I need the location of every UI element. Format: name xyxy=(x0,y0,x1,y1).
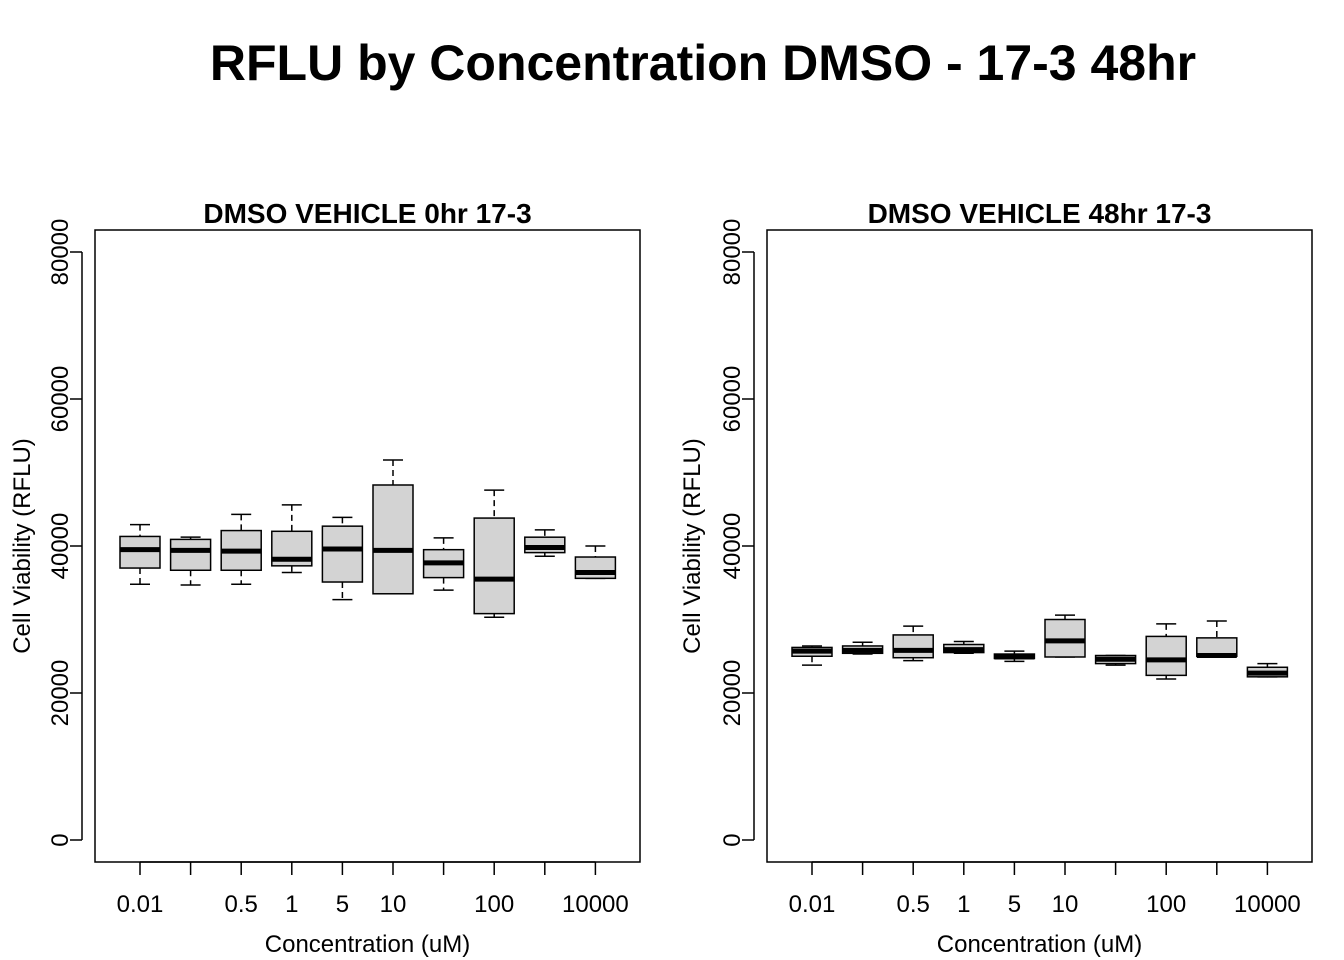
box-1000 xyxy=(524,529,566,558)
x-tick-label: 0.5 xyxy=(897,891,930,918)
box-10000 xyxy=(1246,662,1289,678)
x-tick-label: 10 xyxy=(1052,891,1079,918)
y-tick-label: 40000 xyxy=(719,513,746,580)
x-axis: 0.01 0.5 1 5 10 100 10000 xyxy=(117,861,629,918)
panel-title: DMSO VEHICLE 48hr 17-3 xyxy=(868,198,1212,229)
x-axis-label: Concentration (uM) xyxy=(265,931,470,958)
panel-title: DMSO VEHICLE 0hr 17-3 xyxy=(203,198,531,229)
x-tick-label: 100 xyxy=(1146,891,1186,918)
x-tick-label: 100 xyxy=(474,891,514,918)
main-title: RFLU by Concentration DMSO - 17-3 48hr xyxy=(209,35,1197,91)
iqr-box xyxy=(119,535,161,569)
y-axis-label: Cell Viability (RFLU) xyxy=(9,438,36,654)
x-tick-label: 1 xyxy=(957,891,970,918)
box-1 xyxy=(271,504,313,574)
iqr-box xyxy=(1145,635,1187,677)
box-50 xyxy=(422,537,465,591)
y-axis: 0 20000 40000 60000 80000 xyxy=(47,219,83,847)
y-axis-label: Cell Viability (RFLU) xyxy=(679,438,706,654)
x-tick-label: 10000 xyxy=(562,891,629,918)
y-tick-label: 40000 xyxy=(47,513,74,580)
x-tick-label: 0.01 xyxy=(789,891,836,918)
chart-panel-2: DMSO VEHICLE 48hr 17-3 0 20000 40000 60000 80… xyxy=(679,198,1313,958)
chart-panel-1: DMSO VEHICLE 0hr 17-3 0 20000 40000 60000 800… xyxy=(9,198,641,958)
y-tick-label: 60000 xyxy=(47,366,74,433)
y-tick-label: 20000 xyxy=(719,660,746,727)
box-50 xyxy=(1094,654,1137,666)
iqr-box xyxy=(372,484,414,595)
x-tick-label: 5 xyxy=(336,891,349,918)
iqr-box xyxy=(169,538,212,572)
box-0.5 xyxy=(892,625,934,662)
iqr-box xyxy=(524,536,566,554)
x-axis: 0.01 0.5 1 5 10 100 10000 xyxy=(789,861,1301,918)
iqr-box xyxy=(574,556,617,580)
box-5 xyxy=(993,650,1036,663)
box-0.5 xyxy=(220,513,262,585)
box-0.1 xyxy=(169,536,212,586)
y-tick-label: 20000 xyxy=(47,660,74,727)
box-5 xyxy=(321,516,364,601)
iqr-box xyxy=(473,517,515,615)
box-0.01 xyxy=(791,645,833,666)
box-0.01 xyxy=(119,523,161,585)
box-10 xyxy=(372,459,414,595)
box-1000 xyxy=(1196,620,1238,659)
y-tick-label: 80000 xyxy=(719,219,746,286)
box-100 xyxy=(1145,623,1187,680)
x-tick-label: 1 xyxy=(285,891,298,918)
box-1 xyxy=(943,640,985,655)
iqr-box xyxy=(892,634,934,659)
box-10000 xyxy=(574,545,617,580)
iqr-box xyxy=(1044,618,1086,658)
y-tick-label: 0 xyxy=(47,833,74,846)
x-tick-label: 10000 xyxy=(1234,891,1301,918)
x-tick-label: 0.5 xyxy=(225,891,258,918)
box-0.1 xyxy=(841,641,884,655)
x-tick-label: 5 xyxy=(1008,891,1021,918)
box-100 xyxy=(473,489,515,619)
plot-frame xyxy=(766,229,1313,863)
y-tick-label: 60000 xyxy=(719,366,746,433)
x-axis-label: Concentration (uM) xyxy=(937,931,1142,958)
box-10 xyxy=(1044,614,1086,658)
iqr-box xyxy=(321,525,364,583)
x-tick-label: 10 xyxy=(380,891,407,918)
y-axis: 0 20000 40000 60000 80000 xyxy=(719,219,755,847)
y-tick-label: 0 xyxy=(719,833,746,846)
y-tick-label: 80000 xyxy=(47,219,74,286)
x-tick-label: 0.01 xyxy=(117,891,164,918)
